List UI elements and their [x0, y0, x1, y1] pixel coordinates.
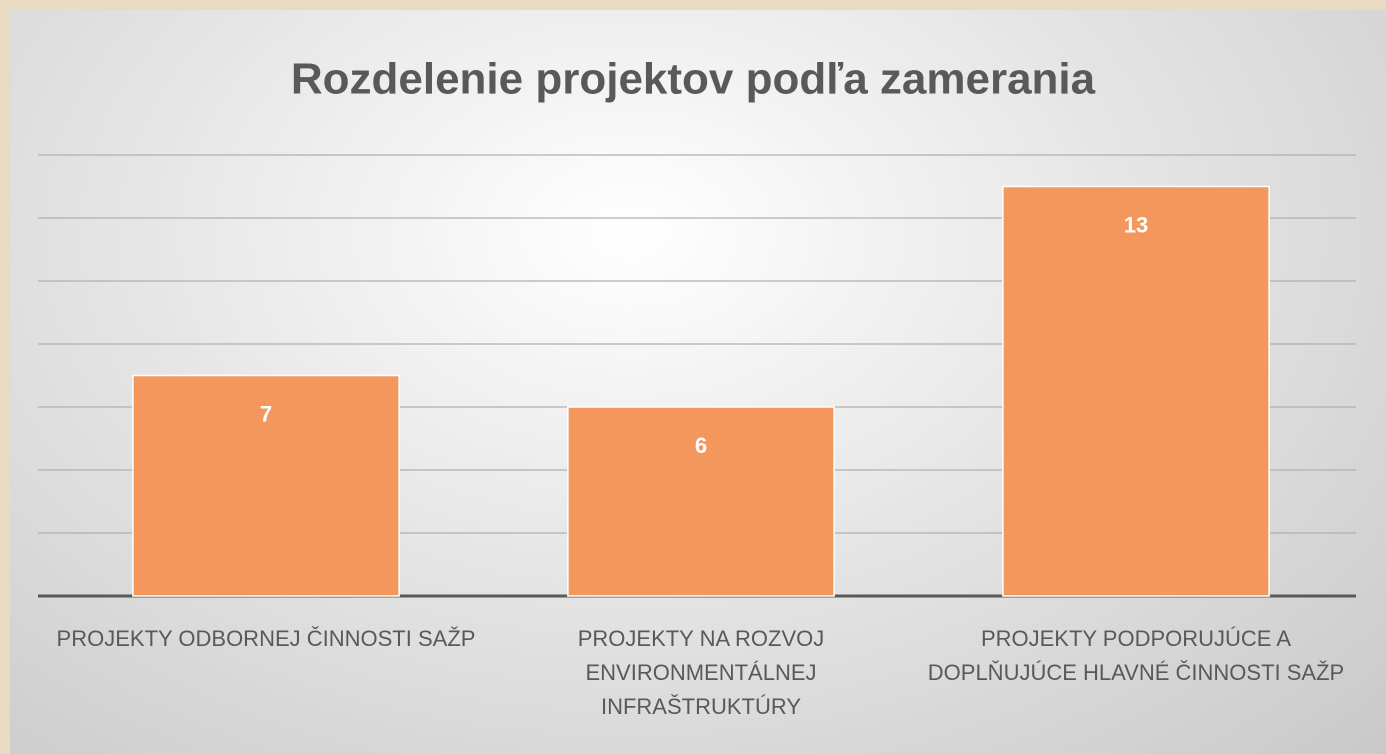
- bar: [132, 374, 400, 597]
- x-tick-label: PROJEKTY ODBORNEJ ČINNOSTI SAŽP: [56, 626, 476, 651]
- x-tick-label: PROJEKTY NA ROZVOJ ENVIRONMENTÁLNEJ INFR…: [577, 626, 825, 719]
- x-tick-label: PROJEKTY PODPORUJÚCE A DOPLŇUJÚCE HLAVNÉ…: [927, 626, 1345, 685]
- data-label: 13: [1124, 212, 1148, 237]
- bar: [1002, 185, 1270, 597]
- data-label: 7: [260, 401, 272, 426]
- bar: [567, 406, 835, 597]
- chart-title: Rozdelenie projektov podľa zamerania: [291, 55, 1096, 104]
- data-label: 6: [695, 433, 707, 458]
